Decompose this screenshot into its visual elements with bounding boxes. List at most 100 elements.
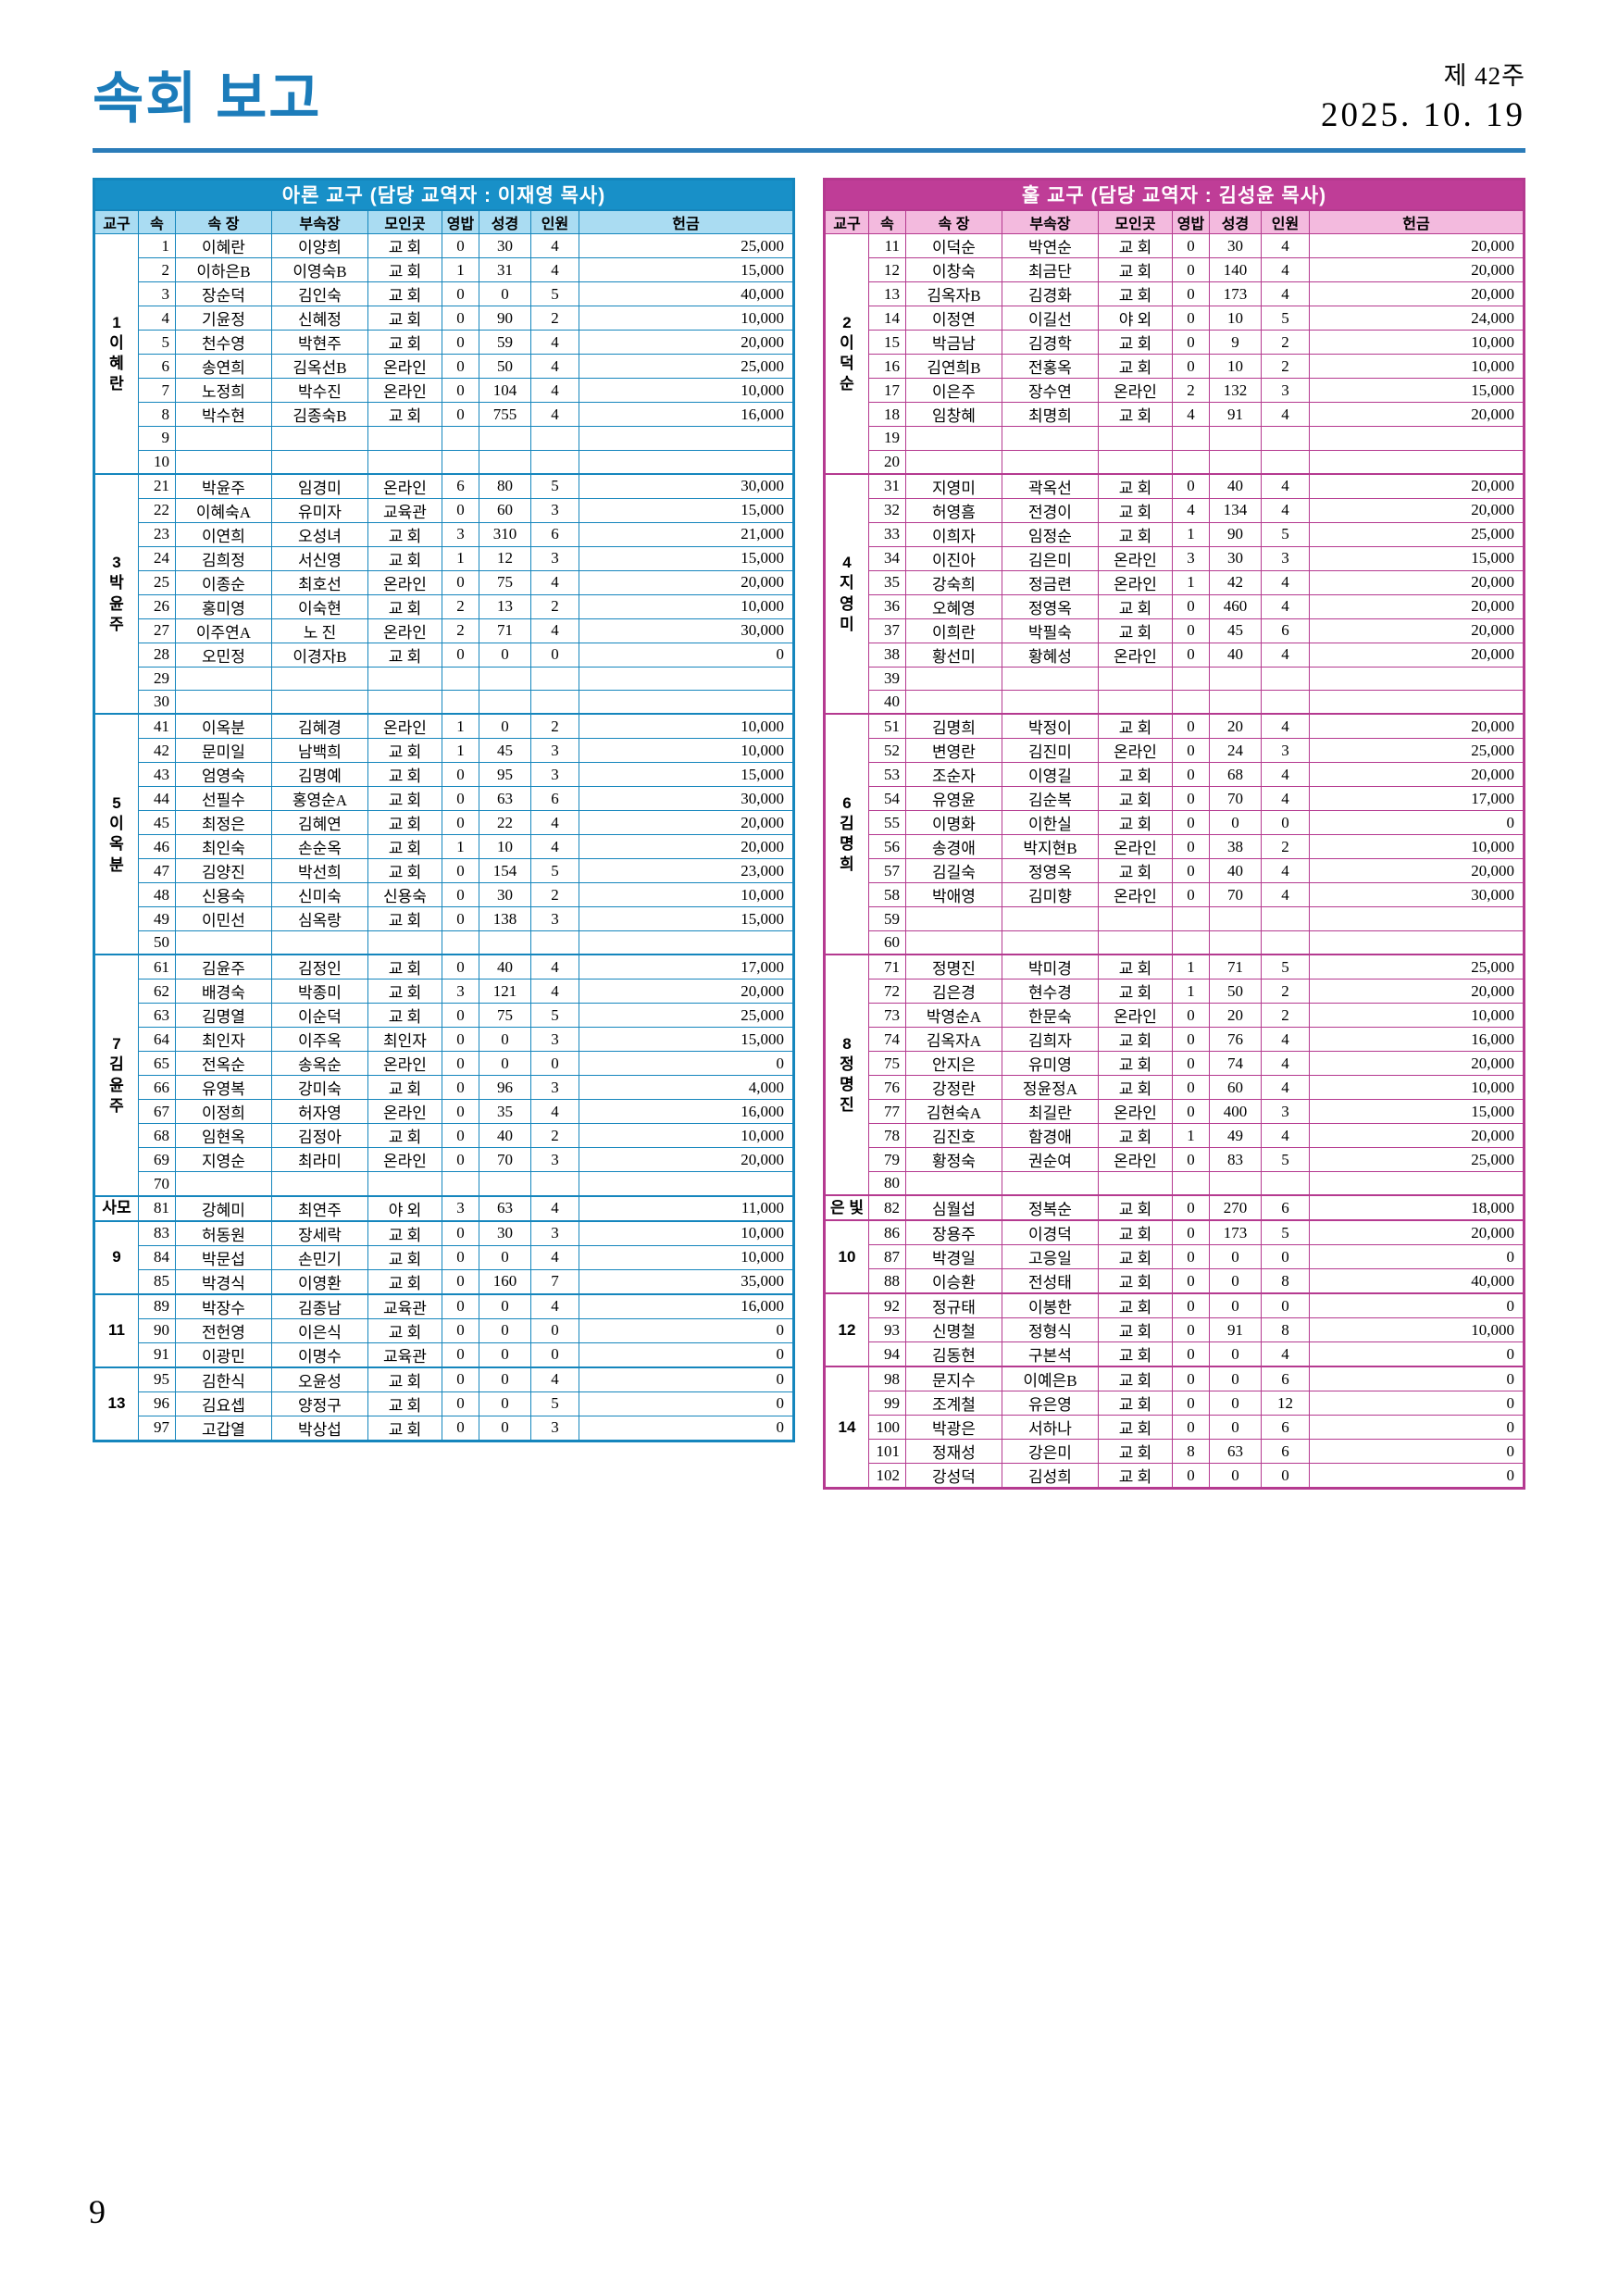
cell — [1209, 666, 1262, 692]
cell — [367, 666, 442, 692]
cell: 41 — [138, 713, 176, 740]
cell: 84 — [138, 1244, 176, 1270]
cell: 선필수 — [175, 786, 272, 812]
cell: 2 — [530, 593, 579, 619]
table-row: 93 신명철 정형식 교 회 0 91 8 10,000 — [825, 1317, 1525, 1343]
cell: 온라인 — [1098, 378, 1173, 403]
cell: 교육관 — [367, 497, 442, 523]
cell: 4 — [530, 257, 579, 282]
cell: 21 — [138, 473, 176, 499]
cell: 3 — [530, 762, 579, 788]
cell: 34 — [868, 545, 906, 571]
cell: 김윤주 — [175, 954, 272, 980]
cell: 66 — [138, 1075, 176, 1101]
cell: 0 — [479, 1366, 531, 1392]
cell: 4 — [138, 306, 176, 331]
cell: 5 — [530, 473, 579, 499]
cell: 68 — [1209, 762, 1262, 788]
cell: 심월섭 — [905, 1194, 1002, 1222]
cell: 0 — [1172, 1463, 1210, 1490]
cell: 8 — [138, 402, 176, 427]
cell: 10,000 — [579, 1123, 794, 1149]
cell: 10,000 — [579, 882, 794, 908]
cell: 박연순 — [1002, 233, 1099, 258]
cell: 11,000 — [579, 1195, 794, 1222]
cell: 최길란 — [1002, 1099, 1099, 1125]
cell: 0 — [1172, 1268, 1210, 1295]
table-row: 7 노정희 박수진 온라인 0 104 4 10,000 — [94, 378, 794, 403]
cell: 4 — [1261, 642, 1310, 668]
cell: 4 — [530, 810, 579, 836]
cell: 김옥선B — [271, 354, 368, 379]
cell: 75 — [479, 569, 531, 595]
group-label: 10 — [824, 1219, 869, 1295]
cell: 70 — [479, 1147, 531, 1173]
cell: 83 — [1209, 1147, 1262, 1173]
column-header: 모인곳 — [1098, 209, 1173, 234]
table-row: 68 임현옥 김정아 교 회 0 40 2 10,000 — [94, 1123, 794, 1149]
cell: 3 — [530, 1147, 579, 1173]
cell: 0 — [442, 569, 479, 595]
cell: 이예은B — [1002, 1366, 1099, 1392]
cell: 0 — [479, 1391, 531, 1416]
cell: 이양희 — [271, 233, 368, 258]
cell: 조계철 — [905, 1391, 1002, 1416]
column-header: 인원 — [530, 209, 579, 234]
cell — [1261, 1171, 1310, 1197]
cell: 33 — [868, 521, 906, 547]
cell: 0 — [1172, 786, 1210, 812]
column-header: 인원 — [1261, 209, 1310, 234]
cell: 60 — [479, 497, 531, 523]
cell — [479, 666, 531, 692]
cell: 39 — [868, 666, 906, 692]
cell: 31 — [479, 257, 531, 282]
cell: 송경애 — [905, 834, 1002, 860]
cell: 이영길 — [1002, 762, 1099, 788]
cell: 5 — [530, 858, 579, 884]
cell: 3 — [530, 1075, 579, 1101]
table-row: 40 — [825, 690, 1525, 716]
cell — [367, 426, 442, 451]
cell: 박문섭 — [175, 1244, 272, 1270]
cell: 4 — [530, 1099, 579, 1125]
cell — [1098, 1171, 1173, 1197]
table-row: 62 배경숙 박종미 교 회 3 121 4 20,000 — [94, 979, 794, 1004]
cell: 70 — [1209, 786, 1262, 812]
cell: 정재성 — [905, 1439, 1002, 1465]
cell: 2 — [1261, 354, 1310, 379]
cell — [579, 1171, 794, 1197]
cell: 교 회 — [367, 1123, 442, 1149]
cell — [1002, 666, 1099, 692]
cell: 김옥자A — [905, 1027, 1002, 1053]
cell: 김진미 — [1002, 738, 1099, 764]
cell: 102 — [868, 1463, 906, 1490]
cell: 교 회 — [1098, 1194, 1173, 1222]
cell: 37 — [868, 618, 906, 643]
cell: 0 — [579, 1391, 794, 1416]
cell: 81 — [138, 1195, 176, 1222]
cell: 송연희 — [175, 354, 272, 379]
cell: 정명진 — [905, 954, 1002, 980]
cell: 3 — [1261, 1099, 1310, 1125]
cell: 28 — [138, 642, 176, 668]
cell: 90 — [1209, 521, 1262, 547]
cell: 0 — [442, 1293, 479, 1319]
cell: 40 — [479, 1123, 531, 1149]
cell: 교 회 — [1098, 1415, 1173, 1441]
cell: 1 — [442, 738, 479, 764]
cell: 0 — [442, 1341, 479, 1368]
cell: 김연희B — [905, 354, 1002, 379]
cell: 최라미 — [271, 1147, 368, 1173]
cell: 154 — [479, 858, 531, 884]
cell: 0 — [1261, 1463, 1310, 1490]
cell: 교 회 — [367, 979, 442, 1004]
cell — [1209, 906, 1262, 931]
cell: 0 — [1172, 257, 1210, 282]
cell: 한문숙 — [1002, 1003, 1099, 1029]
cell: 25 — [138, 569, 176, 595]
cell: 안지은 — [905, 1051, 1002, 1077]
cell: 서신영 — [271, 545, 368, 571]
cell: 42 — [1209, 569, 1262, 595]
